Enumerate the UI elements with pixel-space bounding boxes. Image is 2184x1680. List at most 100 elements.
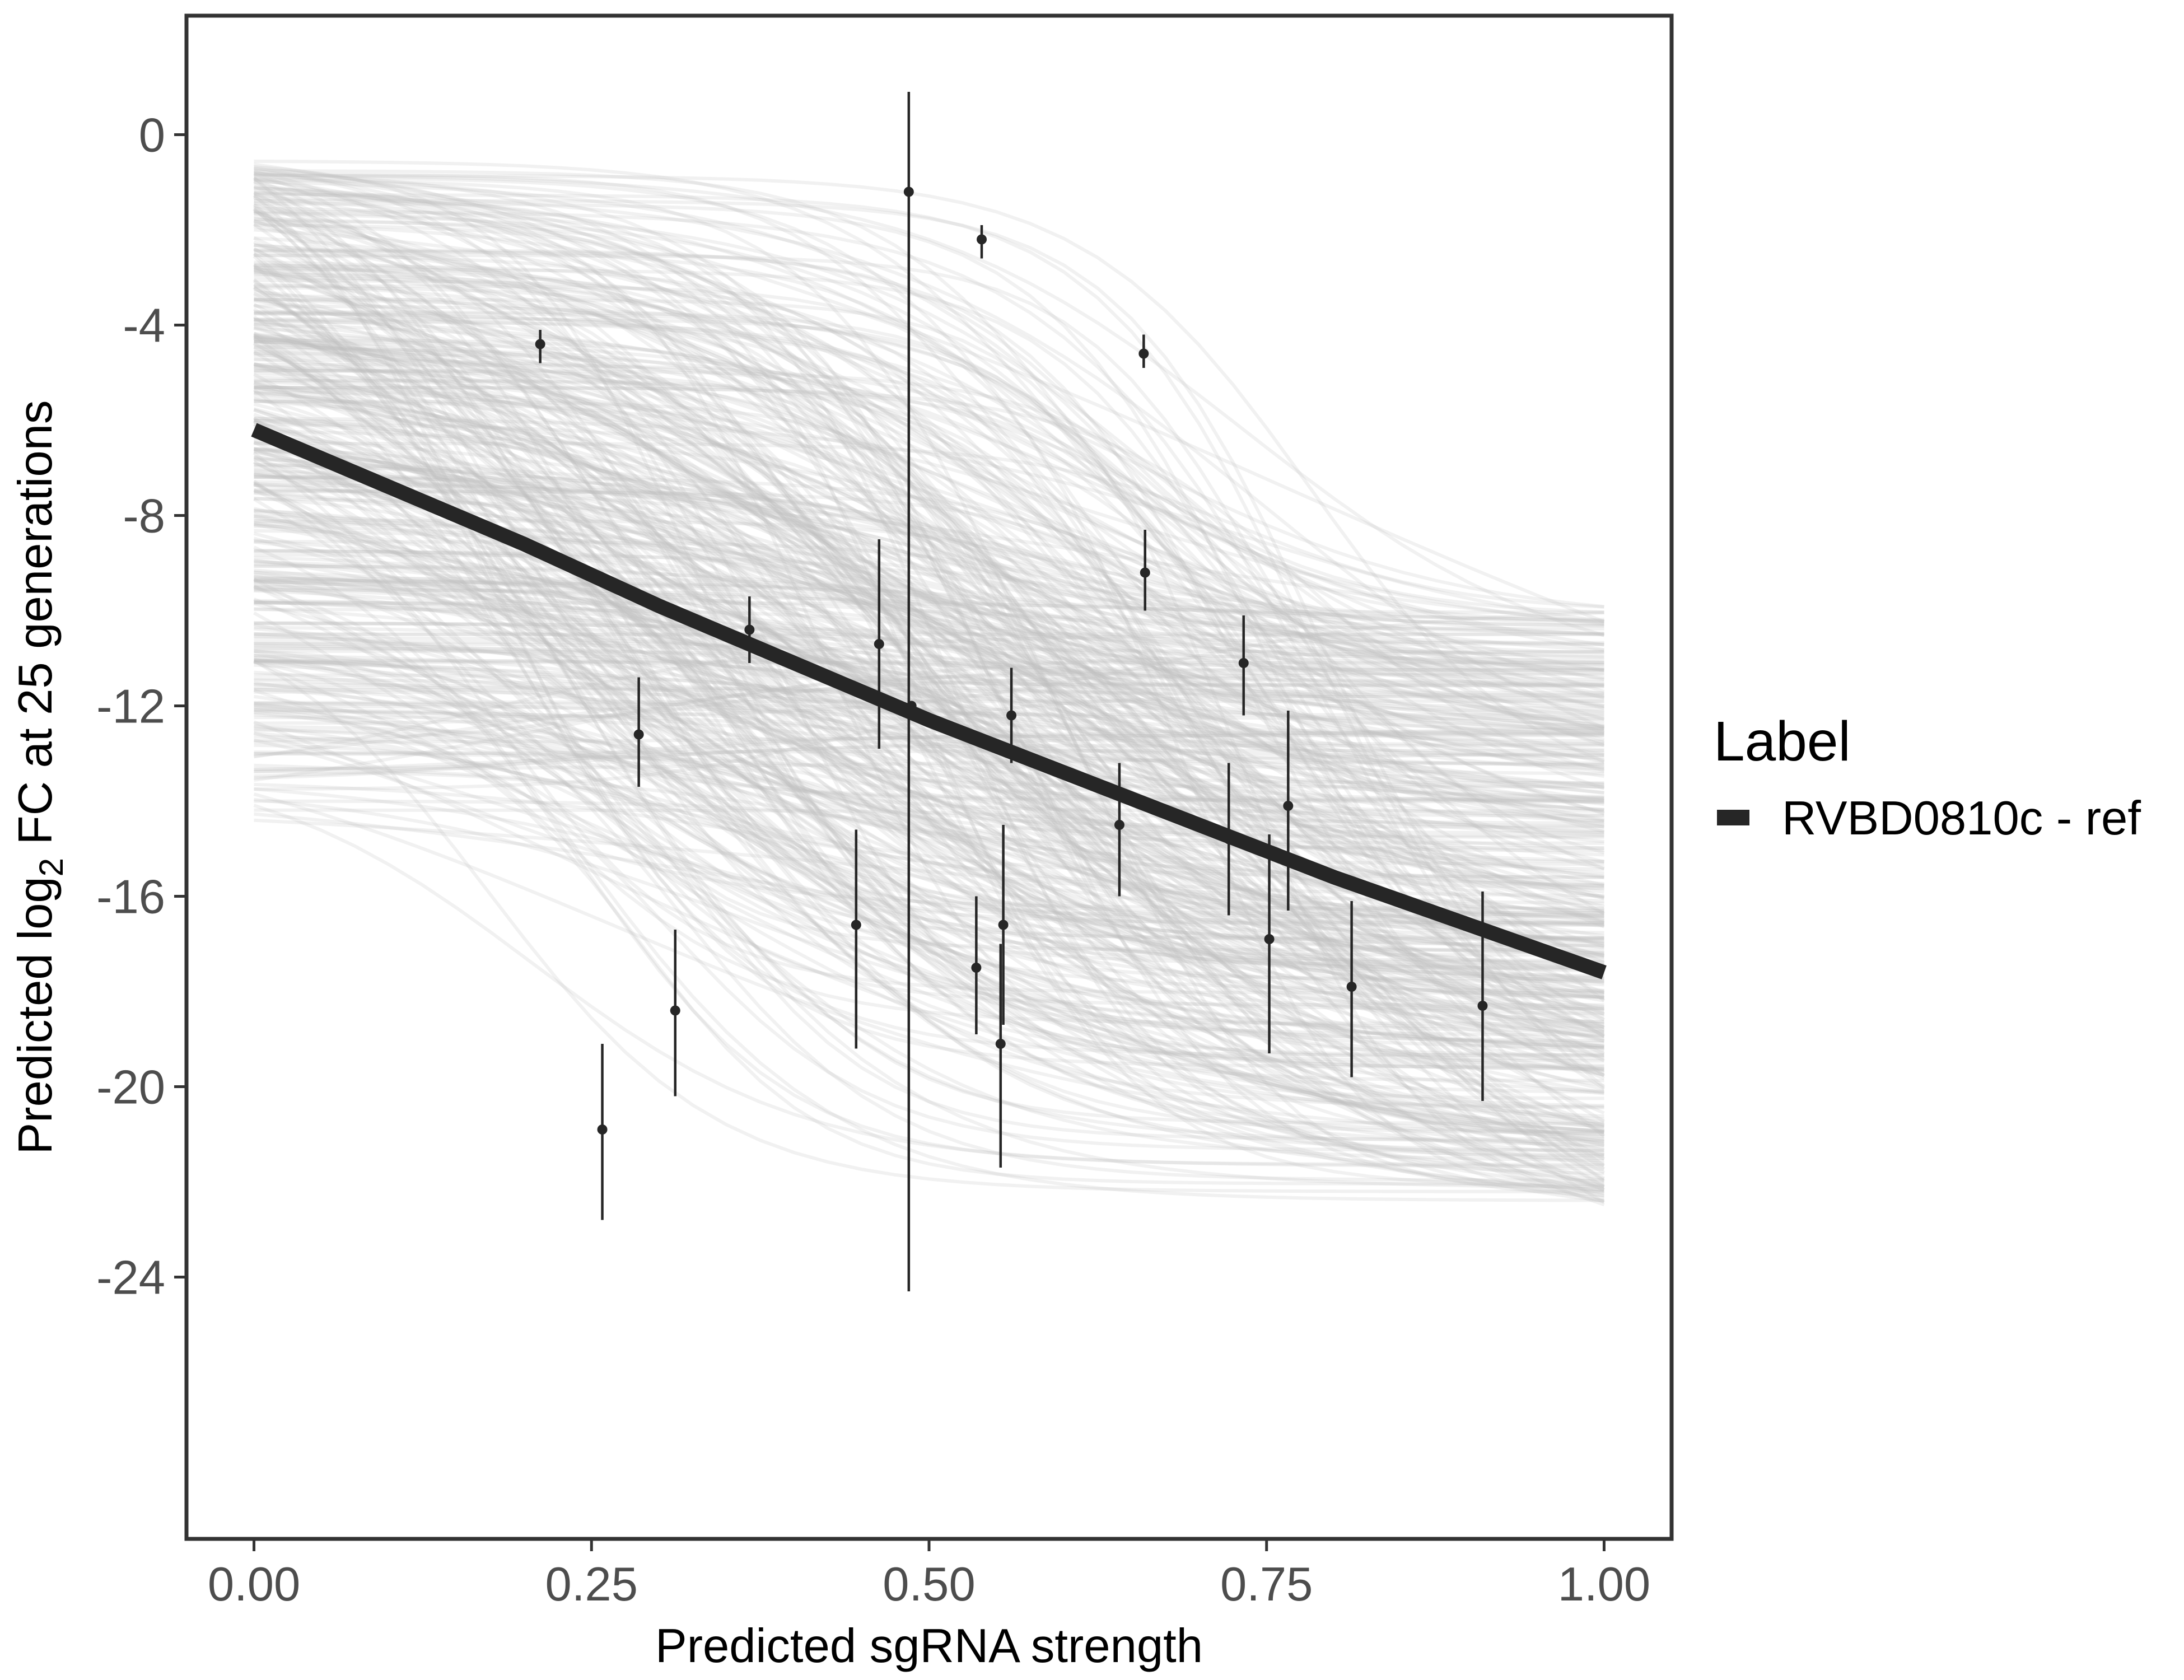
posterior-draw-line — [254, 468, 1605, 681]
posterior-draw-line — [253, 302, 1605, 1192]
posterior-draw-line — [254, 658, 1604, 1133]
posterior-draw-line — [254, 621, 1604, 659]
posterior-draw-line — [254, 260, 1604, 944]
posterior-draw-line — [254, 540, 1604, 973]
posterior-draw-line — [254, 799, 1605, 1180]
posterior-draw-line — [253, 365, 1604, 627]
posterior-draw-line — [254, 199, 1605, 1021]
posterior-draw-lines — [253, 160, 1606, 1207]
posterior-draw-line — [253, 341, 1604, 1144]
posterior-draw-line — [254, 548, 1604, 1124]
data-point — [670, 1005, 680, 1016]
legend-title: Label — [1714, 710, 1851, 773]
posterior-draw-line — [254, 483, 1606, 1090]
posterior-draw-line — [254, 418, 1604, 959]
posterior-draw-line — [253, 325, 1604, 795]
posterior-draw-line — [254, 657, 1604, 940]
posterior-draw-line — [253, 578, 1604, 1038]
posterior-draw-line — [254, 580, 1604, 729]
posterior-draw-line — [254, 447, 1604, 774]
posterior-draw-line — [254, 335, 1604, 805]
posterior-draw-line — [253, 479, 1604, 967]
posterior-draw-line — [253, 455, 1604, 1072]
posterior-draw-line — [254, 293, 1604, 1039]
posterior-draw-line — [254, 646, 1604, 828]
posterior-draw-line — [254, 348, 1604, 1023]
posterior-draw-line — [254, 268, 1605, 958]
posterior-draw-line — [253, 512, 1604, 915]
posterior-draw-line — [254, 474, 1605, 1174]
posterior-draw-line — [253, 297, 1605, 673]
posterior-draw-line — [254, 672, 1604, 758]
posterior-draw-line — [253, 334, 1604, 959]
posterior-draw-line — [253, 738, 1604, 910]
posterior-draw-line — [254, 634, 1604, 852]
posterior-draw-line — [253, 195, 1604, 1035]
posterior-draw-line — [254, 491, 1605, 949]
posterior-draw-line — [254, 286, 1604, 646]
posterior-draw-line — [254, 417, 1604, 623]
posterior-draw-line — [254, 496, 1604, 1094]
posterior-draw-line — [253, 326, 1604, 695]
posterior-draw-line — [254, 642, 1604, 1118]
posterior-draw-line — [254, 182, 1605, 967]
posterior-draw-line — [254, 264, 1604, 918]
posterior-draw-line — [254, 174, 1605, 763]
posterior-draw-line — [253, 184, 1605, 912]
posterior-draw-line — [254, 508, 1604, 1109]
posterior-draw-line — [254, 549, 1604, 1136]
posterior-draw-line — [254, 165, 1604, 981]
posterior-draw-line — [254, 386, 1605, 864]
y-axis-title: Predicted log2 FC at 25 generations — [9, 400, 70, 1155]
posterior-draw-line — [254, 752, 1604, 817]
posterior-draw-line — [253, 209, 1605, 900]
posterior-draw-line — [254, 514, 1604, 687]
posterior-draw-line — [253, 419, 1604, 1134]
data-point — [906, 701, 917, 711]
y-tick-label: -20 — [96, 1061, 165, 1114]
posterior-draw-line — [254, 549, 1604, 894]
posterior-draw-line — [254, 735, 1604, 1135]
posterior-draw-line — [254, 681, 1604, 945]
posterior-draw-line — [254, 249, 1604, 671]
posterior-draw-line — [254, 587, 1604, 857]
posterior-draw-line — [254, 189, 1604, 1149]
posterior-draw-line — [253, 346, 1604, 1133]
posterior-draw-line — [254, 419, 1604, 1188]
posterior-draw-line — [254, 568, 1604, 1152]
posterior-draw-line — [254, 173, 1605, 637]
posterior-draw-line — [253, 461, 1604, 850]
posterior-draw-line — [254, 236, 1604, 967]
posterior-draw-line — [254, 390, 1604, 673]
posterior-draw-line — [253, 304, 1606, 1171]
posterior-draw-line — [253, 207, 1604, 927]
posterior-draw-line — [254, 186, 1604, 1076]
posterior-draw-line — [254, 556, 1604, 1137]
posterior-draw-line — [254, 317, 1604, 708]
posterior-draw-line — [254, 521, 1605, 914]
posterior-draw-line — [253, 418, 1604, 866]
posterior-draw-line — [254, 449, 1605, 1207]
posterior-draw-line — [254, 447, 1604, 935]
posterior-draw-line — [253, 424, 1604, 671]
posterior-draw-line — [253, 385, 1604, 688]
posterior-draw-line — [253, 388, 1604, 955]
posterior-draw-line — [254, 643, 1604, 806]
posterior-draw-line — [254, 332, 1605, 748]
posterior-draw-line — [254, 626, 1605, 923]
posterior-draw-line — [254, 475, 1604, 624]
posterior-draw-line — [254, 677, 1604, 731]
posterior-draw-line — [254, 636, 1604, 999]
posterior-draw-line — [254, 463, 1605, 1161]
data-point — [998, 920, 1009, 930]
posterior-draw-line — [254, 197, 1604, 1160]
posterior-draw-line — [254, 558, 1604, 1043]
posterior-draw-line — [254, 539, 1604, 1203]
y-tick-label: -4 — [123, 300, 165, 353]
posterior-draw-line — [254, 220, 1604, 1108]
data-point — [1140, 567, 1150, 578]
posterior-draw-line — [254, 199, 1604, 734]
y-tick-label: -12 — [96, 680, 165, 734]
posterior-draw-line — [254, 366, 1604, 1048]
posterior-draw-line — [254, 649, 1604, 1141]
